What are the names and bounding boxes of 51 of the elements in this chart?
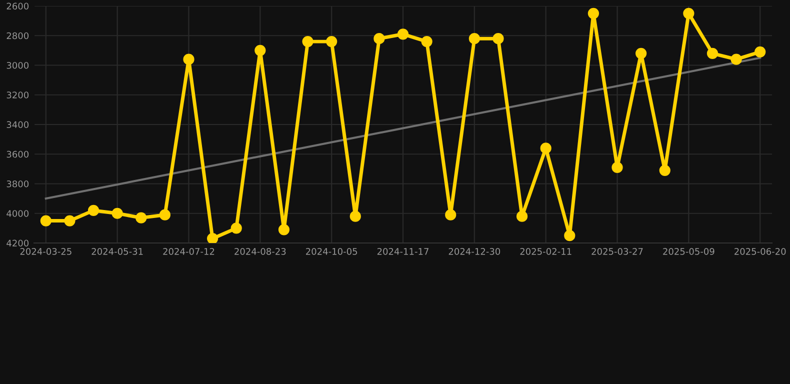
point: [612, 162, 623, 174]
point: [278, 224, 290, 236]
point: [64, 215, 76, 226]
point: [754, 46, 766, 58]
y-tick-label: 4200: [6, 240, 29, 247]
point: [350, 210, 361, 222]
point: [254, 44, 266, 56]
x-tick-label: 2025-05-09: [663, 248, 714, 255]
y-tick-label: 3000: [6, 62, 29, 69]
x-tick-label: 2024-12-30: [448, 248, 500, 255]
y-tick-label: 3600: [6, 150, 29, 158]
point: [706, 48, 718, 59]
point: [397, 28, 409, 40]
y-tick-label: 4000: [6, 210, 29, 217]
x-tick-label: 2024-07-12: [163, 248, 214, 255]
y-tick-label: 3800: [6, 180, 29, 188]
point: [468, 33, 480, 44]
point: [492, 33, 504, 44]
point: [159, 209, 170, 220]
point: [588, 8, 600, 19]
point: [40, 215, 52, 226]
point: [302, 36, 314, 48]
x-tick-label: 2025-06-20: [734, 248, 786, 255]
x-tick-label: 2024-11-17: [377, 248, 428, 255]
point: [206, 233, 218, 243]
point: [421, 36, 432, 48]
point: [730, 54, 742, 65]
point: [659, 164, 670, 176]
x-tick-label: 2024-05-31: [92, 248, 143, 255]
x-tick-label: 2025-03-27: [592, 248, 643, 255]
point: [683, 8, 694, 19]
point: [136, 212, 147, 224]
point: [636, 48, 647, 59]
y-tick-label: 2600: [6, 2, 29, 10]
y-tick-label: 2800: [6, 32, 29, 40]
x-tick-label: 2025-02-11: [520, 248, 572, 255]
point: [112, 208, 123, 219]
point: [230, 222, 242, 234]
x-tick-label: 2024-10-05: [306, 248, 358, 255]
point: [88, 204, 100, 216]
point: [445, 209, 456, 220]
y-tick-label: 3200: [6, 92, 29, 98]
point: [326, 36, 338, 48]
y-tick-label: 3400: [6, 121, 29, 128]
x-tick-label: 2024-03-25: [20, 248, 72, 255]
point: [516, 210, 528, 222]
point: [183, 54, 194, 65]
x-tick-label: 2024-08-23: [234, 248, 286, 255]
point: [374, 33, 385, 44]
point: [540, 142, 552, 154]
point: [564, 230, 576, 242]
